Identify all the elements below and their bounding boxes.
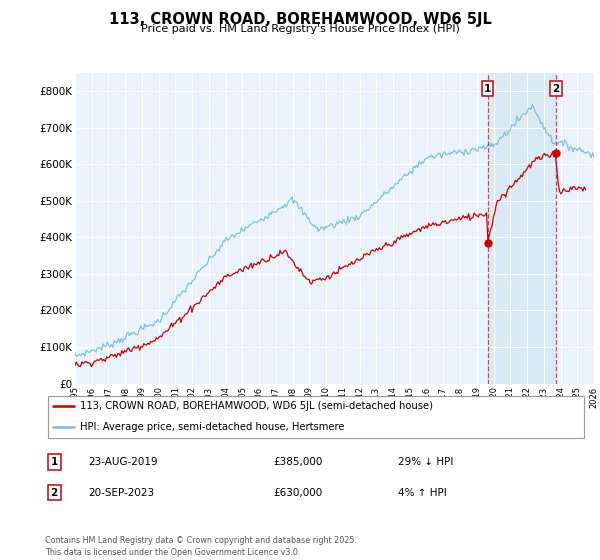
Text: 113, CROWN ROAD, BOREHAMWOOD, WD6 5JL: 113, CROWN ROAD, BOREHAMWOOD, WD6 5JL: [109, 12, 491, 27]
Text: 4% ↑ HPI: 4% ↑ HPI: [398, 488, 446, 498]
Text: HPI: Average price, semi-detached house, Hertsmere: HPI: Average price, semi-detached house,…: [80, 422, 345, 432]
Text: 29% ↓ HPI: 29% ↓ HPI: [398, 457, 454, 467]
Text: 2: 2: [552, 83, 559, 94]
Text: 20-SEP-2023: 20-SEP-2023: [88, 488, 155, 498]
Bar: [488, 73, 556, 384]
Text: Price paid vs. HM Land Registry's House Price Index (HPI): Price paid vs. HM Land Registry's House …: [140, 24, 460, 34]
Text: 113, CROWN ROAD, BOREHAMWOOD, WD6 5JL (semi-detached house): 113, CROWN ROAD, BOREHAMWOOD, WD6 5JL (s…: [80, 401, 433, 411]
Text: 1: 1: [50, 457, 58, 467]
Text: 2: 2: [50, 488, 58, 498]
Text: 23-AUG-2019: 23-AUG-2019: [88, 457, 158, 467]
Text: 1: 1: [484, 83, 491, 94]
Text: £385,000: £385,000: [273, 457, 322, 467]
Text: Contains HM Land Registry data © Crown copyright and database right 2025.
This d: Contains HM Land Registry data © Crown c…: [45, 536, 357, 557]
FancyBboxPatch shape: [48, 395, 584, 438]
Text: £630,000: £630,000: [273, 488, 322, 498]
